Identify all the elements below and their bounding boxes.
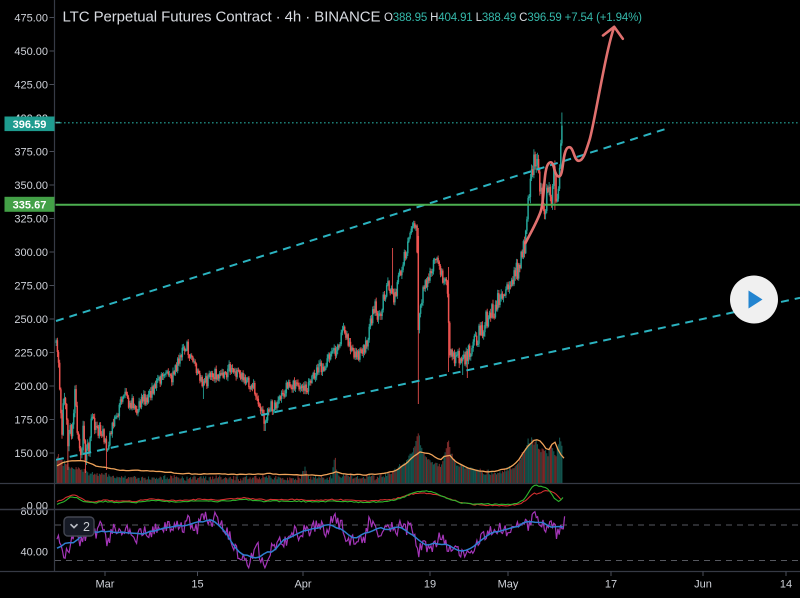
svg-text:375.00: 375.00 [14,146,48,158]
svg-text:15: 15 [191,579,203,591]
svg-text:475.00: 475.00 [14,12,48,24]
svg-text:150.00: 150.00 [14,448,48,460]
svg-text:80.00: 80.00 [20,506,48,518]
svg-text:14: 14 [780,579,792,591]
svg-text:250.00: 250.00 [14,314,48,326]
svg-text:225.00: 225.00 [14,347,48,359]
svg-text:LTC Perpetual Futures Contract: LTC Perpetual Futures Contract · 4h · BI… [63,8,381,25]
svg-text:425.00: 425.00 [14,79,48,91]
svg-text:40.00: 40.00 [20,546,48,558]
svg-text:350.00: 350.00 [14,180,48,192]
svg-text:335.67: 335.67 [13,199,47,211]
svg-text:325.00: 325.00 [14,213,48,225]
svg-text:175.00: 175.00 [14,414,48,426]
svg-text:396.59: 396.59 [13,119,47,131]
svg-text:May: May [498,579,519,591]
svg-text:19: 19 [424,579,436,591]
svg-text:Jun: Jun [694,579,712,591]
svg-text:17: 17 [605,579,617,591]
svg-text:300.00: 300.00 [14,247,48,259]
svg-text:450.00: 450.00 [14,46,48,58]
svg-text:2: 2 [83,520,90,534]
svg-text:Mar: Mar [96,579,115,591]
svg-text:O388.95 H404.91 L388.49 C396.5: O388.95 H404.91 L388.49 C396.59 +7.54 (+… [384,12,642,24]
svg-text:Apr: Apr [294,579,311,591]
svg-text:200.00: 200.00 [14,381,48,393]
svg-text:275.00: 275.00 [14,280,48,292]
